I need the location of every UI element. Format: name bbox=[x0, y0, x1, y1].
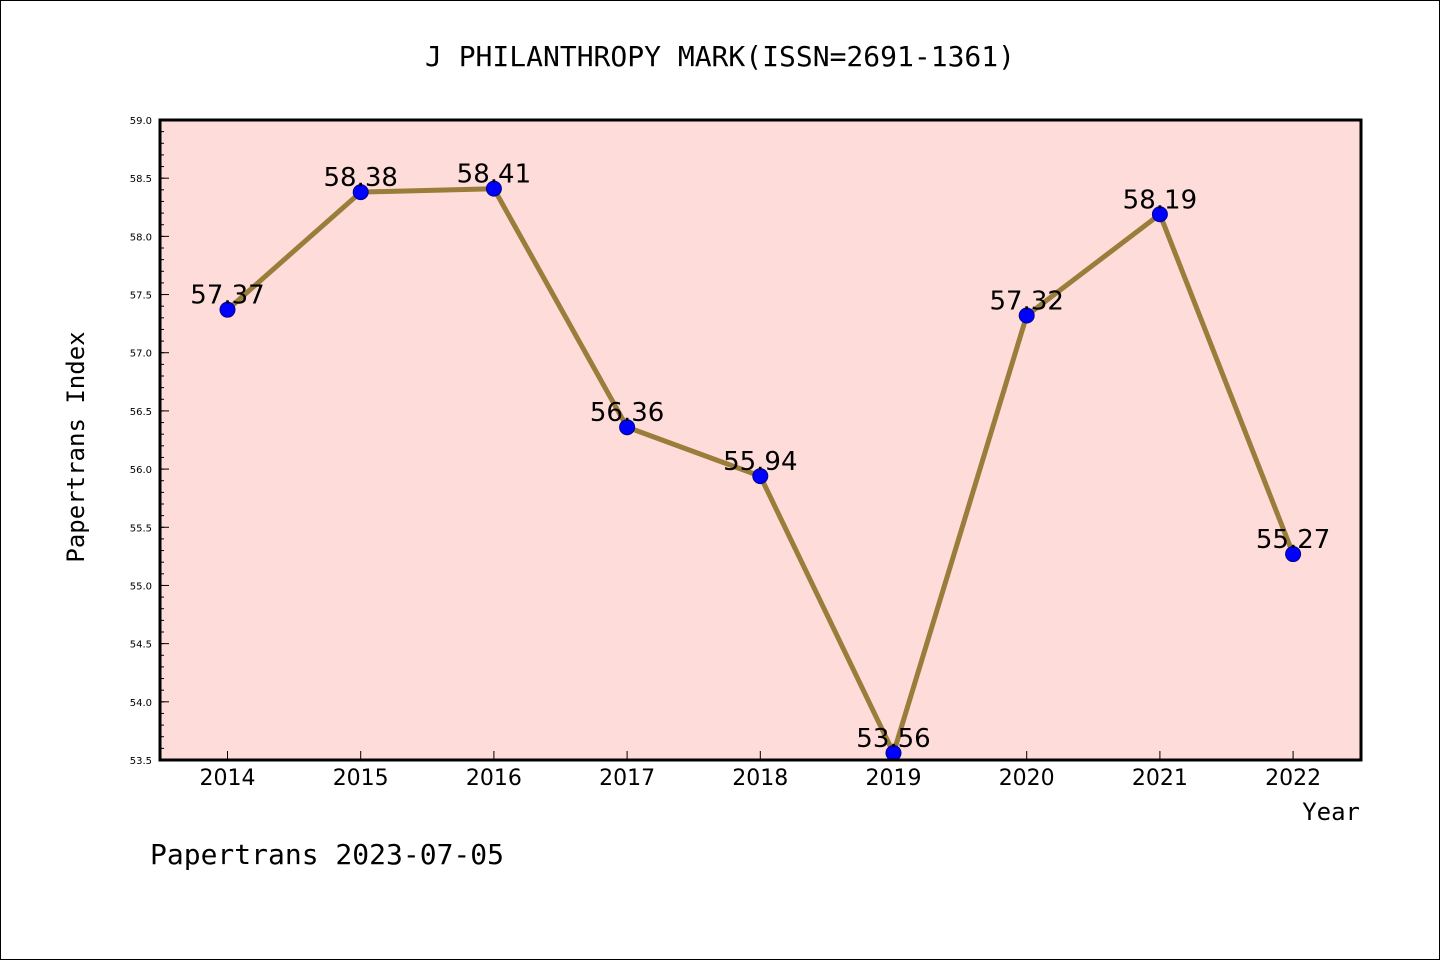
x-tick-label: 2019 bbox=[866, 766, 922, 791]
x-tick-label: 2021 bbox=[1132, 766, 1188, 791]
x-axis-label: Year bbox=[1302, 798, 1360, 826]
data-point-label: 58.19 bbox=[1123, 185, 1197, 215]
plot-border bbox=[158, 118, 1363, 762]
y-tick-label: 56.5 bbox=[130, 407, 152, 418]
data-point-marker bbox=[1018, 307, 1035, 324]
data-point-label: 53.56 bbox=[856, 724, 930, 754]
data-point-marker bbox=[1285, 546, 1302, 563]
x-axis-ticks: 2014 2015 2016 2017 2018 2019 2020 2021 2022 bbox=[200, 751, 1321, 791]
y-tick-label: 53.5 bbox=[130, 756, 152, 767]
data-point-label: 57.37 bbox=[190, 281, 264, 311]
y-tick-label: 54.5 bbox=[130, 640, 152, 651]
data-point-marker bbox=[619, 419, 636, 436]
x-tick-label: 2016 bbox=[466, 766, 522, 791]
y-tick-label: 56.0 bbox=[130, 465, 152, 476]
data-markers bbox=[219, 180, 1302, 762]
y-tick-label: 59.0 bbox=[130, 116, 152, 127]
y-axis-ticks: 53.5 54.0 54.5 55.0 55.5 56.0 56.5 57.0 57.5 58.0… bbox=[130, 116, 169, 767]
data-point-marker bbox=[1151, 206, 1168, 223]
plot-area bbox=[160, 120, 1361, 760]
data-point-marker bbox=[219, 301, 236, 318]
data-point-label: 58.38 bbox=[323, 163, 397, 193]
data-point-marker bbox=[485, 180, 502, 197]
y-tick-label: 58.5 bbox=[130, 174, 152, 185]
data-point-label: 55.27 bbox=[1256, 525, 1330, 555]
x-tick-label: 2022 bbox=[1265, 766, 1321, 791]
data-point-marker bbox=[352, 184, 369, 201]
data-point-label: 58.41 bbox=[457, 160, 531, 190]
x-tick-label: 2015 bbox=[333, 766, 389, 791]
x-tick-label: 2020 bbox=[999, 766, 1055, 791]
y-tick-label: 55.0 bbox=[130, 581, 152, 592]
data-point-label: 55.94 bbox=[723, 447, 797, 477]
chart-title: J PHILANTHROPY MARK(ISSN=2691-1361) bbox=[425, 40, 1015, 73]
data-labels: 57.37 58.38 58.41 56.36 55.94 53.56 57.32 58.19… bbox=[190, 160, 1330, 754]
x-tick-label: 2018 bbox=[732, 766, 788, 791]
x-tick-label: 2014 bbox=[200, 766, 256, 791]
data-point-label: 57.32 bbox=[989, 286, 1063, 316]
y-tick-label: 57.0 bbox=[130, 349, 152, 360]
footer-text: Papertrans 2023-07-05 bbox=[150, 838, 504, 871]
data-point-label: 56.36 bbox=[590, 398, 664, 428]
x-tick-label: 2017 bbox=[599, 766, 655, 791]
y-tick-label: 54.0 bbox=[130, 698, 152, 709]
y-tick-label: 58.0 bbox=[130, 232, 152, 243]
y-tick-label: 57.5 bbox=[130, 291, 152, 302]
y-tick-label: 55.5 bbox=[130, 523, 152, 534]
y-axis-label: Papertrans Index bbox=[62, 331, 90, 562]
data-point-marker bbox=[752, 468, 769, 485]
